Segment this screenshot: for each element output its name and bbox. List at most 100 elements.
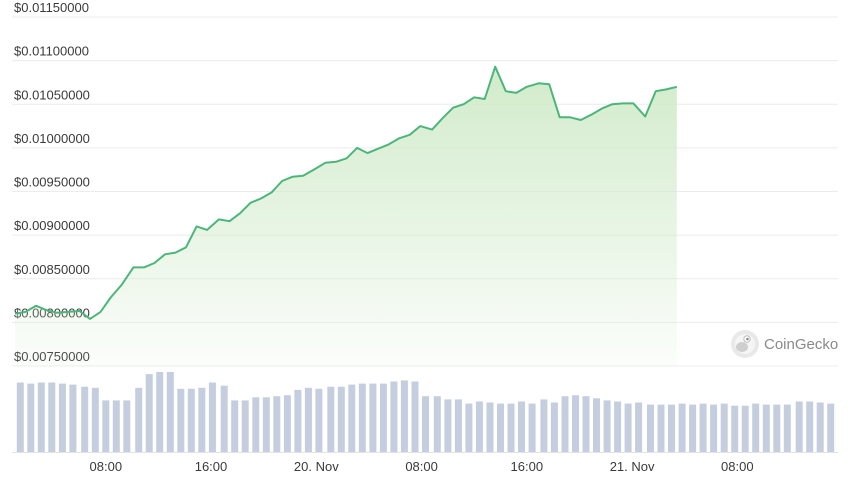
volume-bar <box>433 396 441 452</box>
volume-bar <box>58 383 66 452</box>
volume-bar <box>678 403 686 452</box>
volume-bars <box>16 372 835 452</box>
volume-bar <box>518 401 525 452</box>
volume-bar <box>614 401 622 452</box>
volume-bar <box>358 383 366 452</box>
y-tick-label: $0.00850000 <box>14 262 90 277</box>
volume-bar <box>231 400 239 452</box>
x-tick-label: 20. Nov <box>294 459 339 474</box>
volume-bar <box>806 401 814 452</box>
volume-bar <box>304 387 312 452</box>
volume-bar <box>475 401 483 452</box>
volume-bar <box>720 403 728 452</box>
price-area <box>14 65 678 366</box>
volume-bar <box>369 383 377 452</box>
y-axis-labels: $0.01150000 $0.01100000 $0.01050000 $0.0100… <box>14 0 90 364</box>
y-tick-label: $0.01000000 <box>14 131 90 146</box>
volume-bar <box>647 404 654 452</box>
volume-bar <box>379 383 387 452</box>
volume-bar <box>827 403 835 452</box>
volume-bar <box>497 403 504 452</box>
volume-bar <box>710 404 718 452</box>
watermark-label: CoinGecko <box>764 336 838 353</box>
volume-bar <box>37 382 45 452</box>
volume-bar <box>657 404 665 452</box>
volume-bar <box>582 396 590 452</box>
x-tick-label: 08:00 <box>405 459 438 474</box>
volume-bar <box>762 404 770 452</box>
gecko-icon <box>731 330 759 358</box>
volume-bar <box>48 382 56 452</box>
volume-bar <box>187 388 195 452</box>
y-tick-label: $0.00900000 <box>14 218 90 233</box>
volume-bar <box>400 380 408 452</box>
volume-bar <box>112 400 120 452</box>
volume-bar <box>422 396 429 452</box>
volume-bar <box>773 404 781 452</box>
y-tick-label: $0.00950000 <box>14 175 90 190</box>
volume-bar <box>624 403 632 452</box>
volume-bar <box>603 400 611 452</box>
volume-bar <box>741 405 749 452</box>
volume-bar <box>486 402 494 452</box>
volume-bar <box>156 372 164 452</box>
volume-bar <box>337 386 345 452</box>
volume-bar <box>528 403 536 452</box>
volume-bar <box>166 372 174 452</box>
volume-bar <box>668 404 675 452</box>
x-tick-label: 08:00 <box>90 459 123 474</box>
volume-bar <box>135 387 143 452</box>
volume-bar <box>294 389 302 452</box>
volume-bar <box>454 399 462 452</box>
x-tick-label: 21. Nov <box>610 459 655 474</box>
coingecko-watermark: CoinGecko <box>731 330 838 358</box>
volume-bar <box>81 386 89 452</box>
volume-bar <box>390 381 398 452</box>
volume-bar <box>241 400 249 452</box>
volume-bar <box>507 403 515 452</box>
volume-bar <box>572 395 579 452</box>
volume-bar <box>315 388 323 452</box>
volume-bar <box>27 383 35 452</box>
x-tick-label: 08:00 <box>721 459 754 474</box>
volume-bar <box>145 374 153 452</box>
volume-bar <box>262 397 270 452</box>
volume-bar <box>198 387 206 452</box>
volume-bar <box>752 403 760 452</box>
volume-bar <box>327 386 335 452</box>
volume-bar <box>411 381 419 452</box>
volume-bar <box>283 395 291 452</box>
volume-bar <box>69 384 77 452</box>
volume-bar <box>252 397 260 452</box>
volume-bar <box>593 398 600 452</box>
volume-bar <box>540 399 548 452</box>
volume-bar <box>177 388 185 452</box>
volume-bar <box>689 404 697 452</box>
volume-bar <box>699 403 707 452</box>
volume-bar <box>208 382 216 452</box>
volume-bar <box>273 396 281 452</box>
x-tick-label: 16:00 <box>511 459 544 474</box>
volume-bar <box>783 404 791 452</box>
volume-bar <box>561 396 569 452</box>
x-tick-label: 16:00 <box>195 459 228 474</box>
volume-bar <box>348 384 356 452</box>
volume-bar <box>816 402 824 452</box>
price-line <box>14 65 678 320</box>
y-tick-label: $0.01050000 <box>14 87 90 102</box>
y-tick-label: $0.01150000 <box>14 0 89 15</box>
volume-bar <box>91 387 99 452</box>
volume-bar <box>635 402 643 452</box>
volume-bar <box>550 402 558 452</box>
y-tick-label: $0.01100000 <box>14 44 89 59</box>
volume-bar <box>444 399 452 452</box>
volume-bar <box>102 400 110 452</box>
volume-bar <box>731 405 739 452</box>
volume-bar <box>123 400 131 452</box>
volume-bar <box>220 385 228 452</box>
price-area-fill <box>15 66 677 366</box>
x-axis-labels: 08:00 16:00 20. Nov 08:00 16:00 21. Nov 08:00 <box>90 459 754 474</box>
volume-bar <box>16 382 24 452</box>
